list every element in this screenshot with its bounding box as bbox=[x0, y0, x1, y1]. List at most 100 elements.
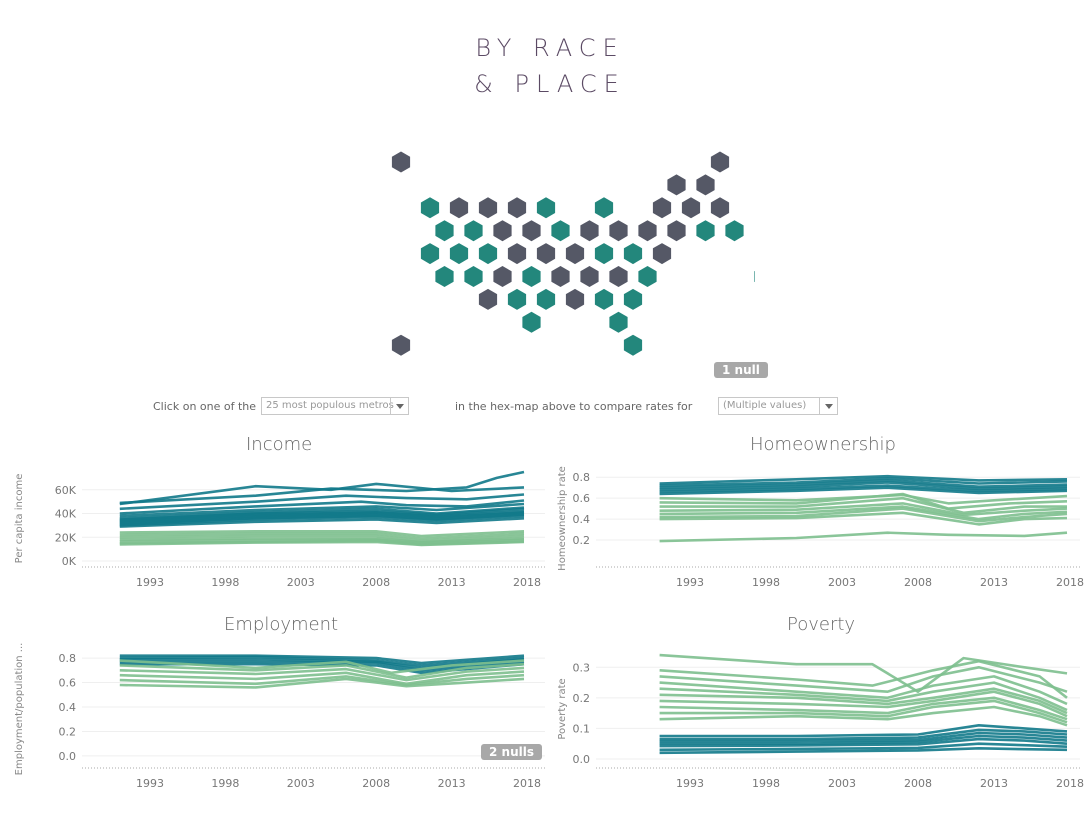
series-line-green[interactable] bbox=[119, 534, 525, 543]
series-line-green[interactable] bbox=[659, 681, 1068, 712]
hex-gray[interactable] bbox=[478, 197, 498, 219]
hex-teal[interactable] bbox=[435, 266, 454, 287]
series-line-teal[interactable] bbox=[659, 746, 1068, 755]
series-line-teal[interactable] bbox=[659, 486, 1068, 496]
series-line-green[interactable] bbox=[659, 653, 1068, 694]
hex-teal[interactable] bbox=[696, 220, 715, 242]
hex-teal[interactable] bbox=[754, 266, 755, 287]
series-line-green[interactable] bbox=[659, 492, 1068, 510]
series-line-teal[interactable] bbox=[119, 514, 525, 527]
hex-gray[interactable] bbox=[493, 220, 512, 242]
hex-gray[interactable] bbox=[609, 220, 628, 242]
series-line-green[interactable] bbox=[659, 493, 1068, 505]
hex-gray[interactable] bbox=[391, 334, 411, 356]
series-line-teal[interactable] bbox=[659, 723, 1068, 738]
series-line-green[interactable] bbox=[659, 665, 1068, 694]
series-line-green[interactable] bbox=[659, 496, 1067, 515]
series-line-green[interactable] bbox=[119, 670, 525, 686]
series-line-teal[interactable] bbox=[659, 742, 1068, 752]
series-line-green[interactable] bbox=[119, 662, 525, 680]
series-line-green[interactable] bbox=[659, 505, 1068, 521]
series-line-teal[interactable] bbox=[119, 470, 525, 505]
series-line-teal[interactable] bbox=[659, 479, 1068, 489]
chevron-down-icon[interactable] bbox=[390, 398, 408, 414]
hex-gray[interactable] bbox=[391, 151, 411, 173]
hex-teal[interactable] bbox=[594, 197, 614, 219]
series-line-green[interactable] bbox=[659, 502, 1068, 517]
hex-teal[interactable] bbox=[435, 220, 454, 242]
hex-gray[interactable] bbox=[681, 197, 701, 219]
series-line-teal[interactable] bbox=[659, 737, 1068, 748]
hex-teal[interactable] bbox=[478, 243, 498, 265]
series-line-teal[interactable] bbox=[659, 481, 1068, 492]
hex-gray[interactable] bbox=[609, 266, 628, 287]
series-line-green[interactable] bbox=[659, 659, 1068, 699]
hex-teal[interactable] bbox=[623, 288, 643, 310]
series-line-teal[interactable] bbox=[119, 493, 525, 511]
hex-teal[interactable] bbox=[638, 266, 657, 287]
hex-gray[interactable] bbox=[536, 243, 556, 265]
hex-gray[interactable] bbox=[507, 243, 527, 265]
series-line-green[interactable] bbox=[659, 690, 1068, 718]
series-line-teal[interactable] bbox=[119, 517, 525, 528]
metro-group-dropdown[interactable]: 25 most populous metros bbox=[261, 397, 409, 415]
hex-teal[interactable] bbox=[594, 243, 614, 265]
series-line-teal[interactable] bbox=[119, 502, 525, 518]
series-line-teal[interactable] bbox=[119, 499, 525, 515]
series-line-green[interactable] bbox=[659, 507, 1068, 523]
hex-teal[interactable] bbox=[464, 266, 483, 287]
series-line-green[interactable] bbox=[119, 677, 525, 689]
series-line-green[interactable] bbox=[119, 529, 525, 538]
series-line-green[interactable] bbox=[659, 705, 1068, 727]
hex-teal[interactable] bbox=[420, 243, 440, 265]
series-line-teal[interactable] bbox=[119, 660, 525, 672]
series-line-green[interactable] bbox=[119, 532, 525, 540]
series-line-green[interactable] bbox=[119, 673, 525, 687]
null-badge-map[interactable]: 1 null bbox=[714, 362, 768, 378]
hex-teal[interactable] bbox=[623, 243, 643, 265]
chevron-down-icon[interactable] bbox=[819, 398, 837, 414]
series-line-green[interactable] bbox=[119, 540, 525, 547]
series-line-teal[interactable] bbox=[659, 734, 1068, 746]
hex-gray[interactable] bbox=[696, 174, 715, 196]
series-line-teal[interactable] bbox=[119, 482, 525, 506]
series-line-teal[interactable] bbox=[659, 474, 1068, 485]
hex-gray[interactable] bbox=[710, 197, 730, 219]
series-line-teal[interactable] bbox=[659, 728, 1068, 741]
hex-teal[interactable] bbox=[594, 288, 614, 310]
hex-gray[interactable] bbox=[580, 266, 599, 287]
null-badge-employment[interactable]: 2 nulls bbox=[481, 744, 542, 760]
hex-teal[interactable] bbox=[507, 288, 527, 310]
hex-teal[interactable] bbox=[420, 197, 440, 219]
hex-teal[interactable] bbox=[609, 311, 628, 333]
hex-gray[interactable] bbox=[580, 220, 599, 242]
hex-gray[interactable] bbox=[652, 243, 672, 265]
series-line-green[interactable] bbox=[659, 511, 1068, 526]
hex-gray[interactable] bbox=[551, 266, 570, 287]
series-line-green[interactable] bbox=[659, 531, 1068, 543]
series-line-green[interactable] bbox=[119, 659, 525, 675]
hex-gray[interactable] bbox=[638, 220, 657, 242]
hex-gray[interactable] bbox=[652, 197, 672, 219]
hex-map[interactable] bbox=[385, 145, 755, 360]
series-line-teal[interactable] bbox=[659, 731, 1068, 743]
hex-gray[interactable] bbox=[667, 220, 686, 242]
hex-teal[interactable] bbox=[464, 220, 483, 242]
hex-gray[interactable] bbox=[667, 174, 686, 196]
series-line-green[interactable] bbox=[659, 687, 1068, 715]
series-line-green[interactable] bbox=[659, 696, 1068, 721]
series-line-green[interactable] bbox=[119, 666, 525, 682]
hex-teal[interactable] bbox=[536, 197, 556, 219]
hex-gray[interactable] bbox=[507, 197, 527, 219]
series-line-green[interactable] bbox=[659, 699, 1068, 724]
hex-gray[interactable] bbox=[565, 288, 585, 310]
hex-gray[interactable] bbox=[565, 243, 585, 265]
hex-teal[interactable] bbox=[623, 334, 643, 356]
hex-gray[interactable] bbox=[478, 288, 498, 310]
hex-gray[interactable] bbox=[522, 220, 541, 242]
hex-gray[interactable] bbox=[710, 151, 730, 173]
hex-gray[interactable] bbox=[493, 266, 512, 287]
hex-teal[interactable] bbox=[522, 266, 541, 287]
hex-teal[interactable] bbox=[725, 220, 744, 242]
race-filter-dropdown[interactable]: (Multiple values) bbox=[718, 397, 838, 415]
